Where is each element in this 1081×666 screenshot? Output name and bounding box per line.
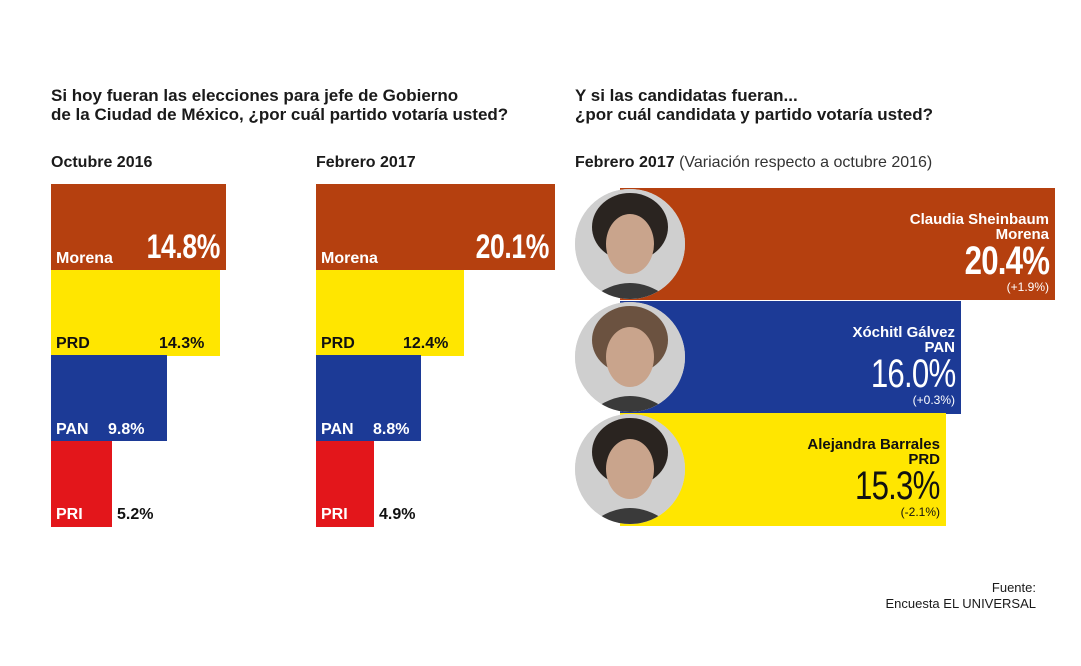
candidates-note: (Variación respecto a octubre 2016) [679,154,933,171]
right-question: Y si las candidatas fueran... ¿por cuál … [575,86,933,124]
candidate-text-3: Alejandra Barrales PRD 15.3% (-2.1%) [807,437,940,519]
period-oct-2016-title: Octubre 2016 [51,154,153,171]
period-feb-2017-candidates: Febrero 2017 (Variación respecto a octub… [575,154,932,172]
bar-pri [51,440,112,527]
candidate-variation-3: (-2.1%) [900,505,940,519]
candidate-variation-1: (+1.9%) [1006,280,1049,294]
bar-prd [51,269,220,356]
candidates-title: Febrero 2017 [575,154,675,171]
right-question-line1: Y si las candidatas fueran... [575,86,798,105]
candidate-value-3: 15.3% [855,464,940,508]
value-label-prd: 14.3% [159,335,205,352]
value-label-pan: 8.8% [373,420,410,438]
candidate-party-3: PRD [908,451,940,468]
bar-pri [316,440,374,527]
bar-label-pan: PAN [56,420,89,438]
candidate-name-1: Claudia Sheinbaum [909,211,1049,228]
candidate-name-3: Alejandra Barrales [807,436,940,453]
left-question-line2: de la Ciudad de México, ¿por cuál partid… [51,105,509,124]
candidate-value-1: 20.4% [964,239,1049,283]
bar-morena [316,184,555,270]
candidate-photo-2 [575,302,685,412]
value-label-morena: 20.1% [475,227,550,266]
bar-pan [51,355,167,441]
value-label-pri: 4.9% [379,506,416,523]
bar-pan [316,355,421,441]
candidate-party-2: PAN [924,339,955,356]
period-feb-2017: Febrero 2017 [316,154,416,172]
candidate-photo-1 [575,189,685,299]
source-note: Fuente: Encuesta EL UNIVERSAL [885,580,1036,612]
candidate-variation-2: (+0.3%) [912,393,955,407]
bar-morena [51,184,226,270]
right-question-line2: ¿por cuál candidata y partido votaría us… [575,105,934,124]
left-question-line1: Si hoy fueran las elecciones para jefe d… [51,86,459,105]
source-line1: Fuente: [991,580,1036,595]
candidate-party-1: Morena [995,226,1049,243]
candidate-text-2: Xóchitl Gálvez PAN 16.0% (+0.3%) [847,325,955,407]
period-feb-2017-title: Febrero 2017 [316,154,416,171]
bar-label-prd: PRD [321,335,355,352]
bar-label-morena: Morena [56,249,113,267]
candidate-bar-1 [620,188,1055,300]
candidate-value-2: 16.0% [870,352,955,396]
bar-label-pan: PAN [321,420,354,438]
candidate-text-1: Claudia Sheinbaum Morena 20.4% (+1.9%) [909,211,1050,294]
bar-label-morena: Morena [321,249,378,267]
value-label-pri: 5.2% [117,506,154,523]
left-question: Si hoy fueran las elecciones para jefe d… [51,86,508,124]
bar-label-pri: PRI [56,506,83,523]
value-label-morena: 14.8% [146,227,221,266]
bar-label-prd: PRD [56,335,90,352]
value-label-prd: 12.4% [403,335,449,352]
candidate-photo-3 [575,414,685,524]
bar-prd [316,269,464,356]
value-label-pan: 9.8% [108,420,145,438]
candidate-name-2: Xóchitl Gálvez [852,324,955,341]
period-oct-2016: Octubre 2016 [51,154,152,172]
source-line2: Encuesta EL UNIVERSAL [885,596,1036,611]
bar-label-pri: PRI [321,506,348,523]
